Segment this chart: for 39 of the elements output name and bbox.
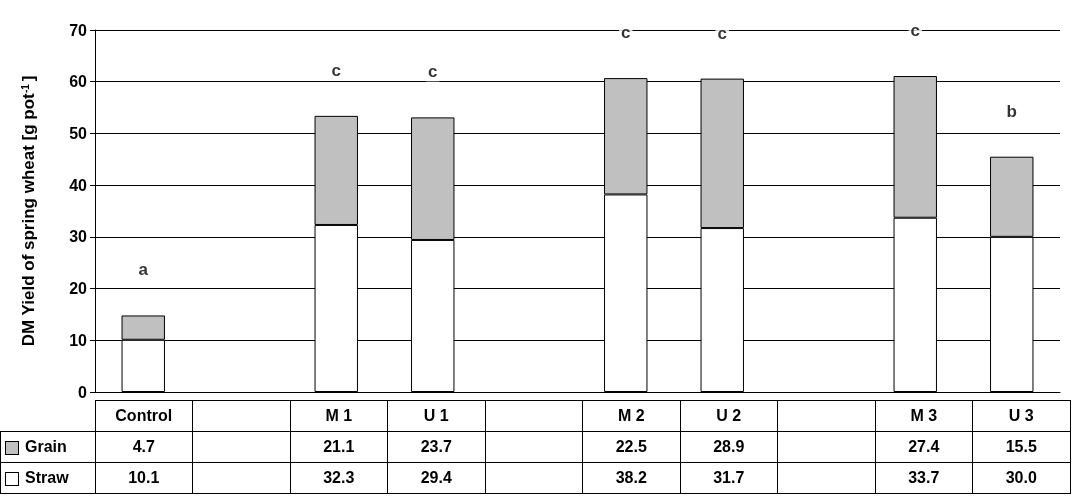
annotation: b: [1006, 101, 1017, 121]
data-label: 27.4: [875, 431, 973, 463]
y-tick-label: 40: [69, 176, 88, 194]
data-label: 22.5: [582, 431, 680, 463]
y-axis-title: DM Yield of spring wheat [g pot-1]: [19, 75, 38, 347]
data-label: 33.7: [875, 462, 973, 494]
data-label: 28.9: [680, 431, 778, 463]
legend-label: Straw: [0, 462, 95, 494]
data-label: 23.7: [387, 431, 485, 463]
data-label: 29.4: [387, 462, 485, 494]
annotation: c: [717, 23, 727, 43]
data-label: 15.5: [972, 431, 1070, 463]
data-label: 38.2: [582, 462, 680, 494]
data-label: 10.1: [95, 462, 193, 494]
y-tick-label: 20: [69, 280, 88, 298]
annotation: c: [428, 62, 438, 82]
x-tick-label: U 1: [387, 400, 485, 432]
annotation: c: [621, 23, 631, 43]
x-tick-label: M 3: [875, 400, 973, 432]
y-tick-label: 70: [69, 21, 88, 39]
y-tick-label: 10: [69, 331, 88, 349]
x-tick-label: M 1: [290, 400, 388, 432]
data-label: 4.7: [95, 431, 193, 463]
data-label: 32.3: [290, 462, 388, 494]
y-tick-label: 60: [69, 73, 88, 91]
annotation: a: [138, 260, 149, 280]
y-tick-label: 50: [69, 124, 88, 142]
x-tick-label: U 2: [680, 400, 778, 432]
y-tick-label: 30: [69, 228, 88, 246]
data-label: 30.0: [972, 462, 1070, 494]
x-tick-label: M 2: [582, 400, 680, 432]
legend-label: Grain: [0, 431, 95, 463]
data-label: 21.1: [290, 431, 388, 463]
x-tick-label: Control: [95, 400, 193, 432]
annotation: c: [331, 60, 341, 80]
data-label: 31.7: [680, 462, 778, 494]
x-tick-label: U 3: [972, 400, 1070, 432]
annotation: c: [910, 21, 920, 41]
y-tick-label: 0: [78, 383, 88, 401]
